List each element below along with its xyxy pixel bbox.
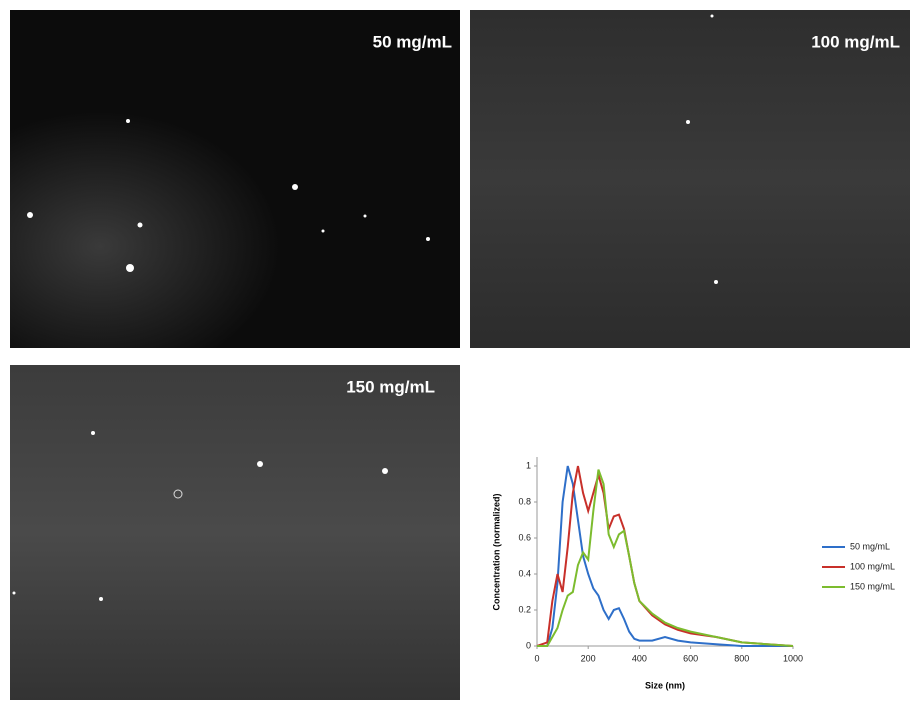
micrograph [470,10,910,348]
y-tick-label: 0.2 [518,604,531,614]
panel-label: 150 mg/mL [346,377,435,396]
y-tick-label: 1 [526,460,531,470]
micrograph [10,365,460,700]
legend-label: 150 mg/mL [850,581,895,591]
y-tick-label: 0.4 [518,568,531,578]
x-tick-label: 200 [581,653,596,663]
x-tick-label: 0 [534,653,539,663]
y-tick-label: 0 [526,640,531,650]
panel-label: 100 mg/mL [811,32,900,51]
x-tick-label: 400 [632,653,647,663]
x-axis-label: Size (nm) [645,680,685,690]
particles [12,14,718,601]
y-tick-label: 0.6 [518,532,531,542]
y-tick-label: 0.8 [518,496,531,506]
y-axis-label: Concentration (normalized) [491,493,501,610]
series-line [537,465,793,647]
x-tick-label: 1000 [783,653,803,663]
legend-label: 100 mg/mL [850,561,895,571]
series-line [537,469,794,647]
panel-label: 50 mg/mL [373,32,452,51]
legend-label: 50 mg/mL [850,541,890,551]
series-line [536,465,794,647]
x-tick-label: 600 [683,653,698,663]
x-tick-label: 800 [734,653,749,663]
micrograph [10,10,460,348]
